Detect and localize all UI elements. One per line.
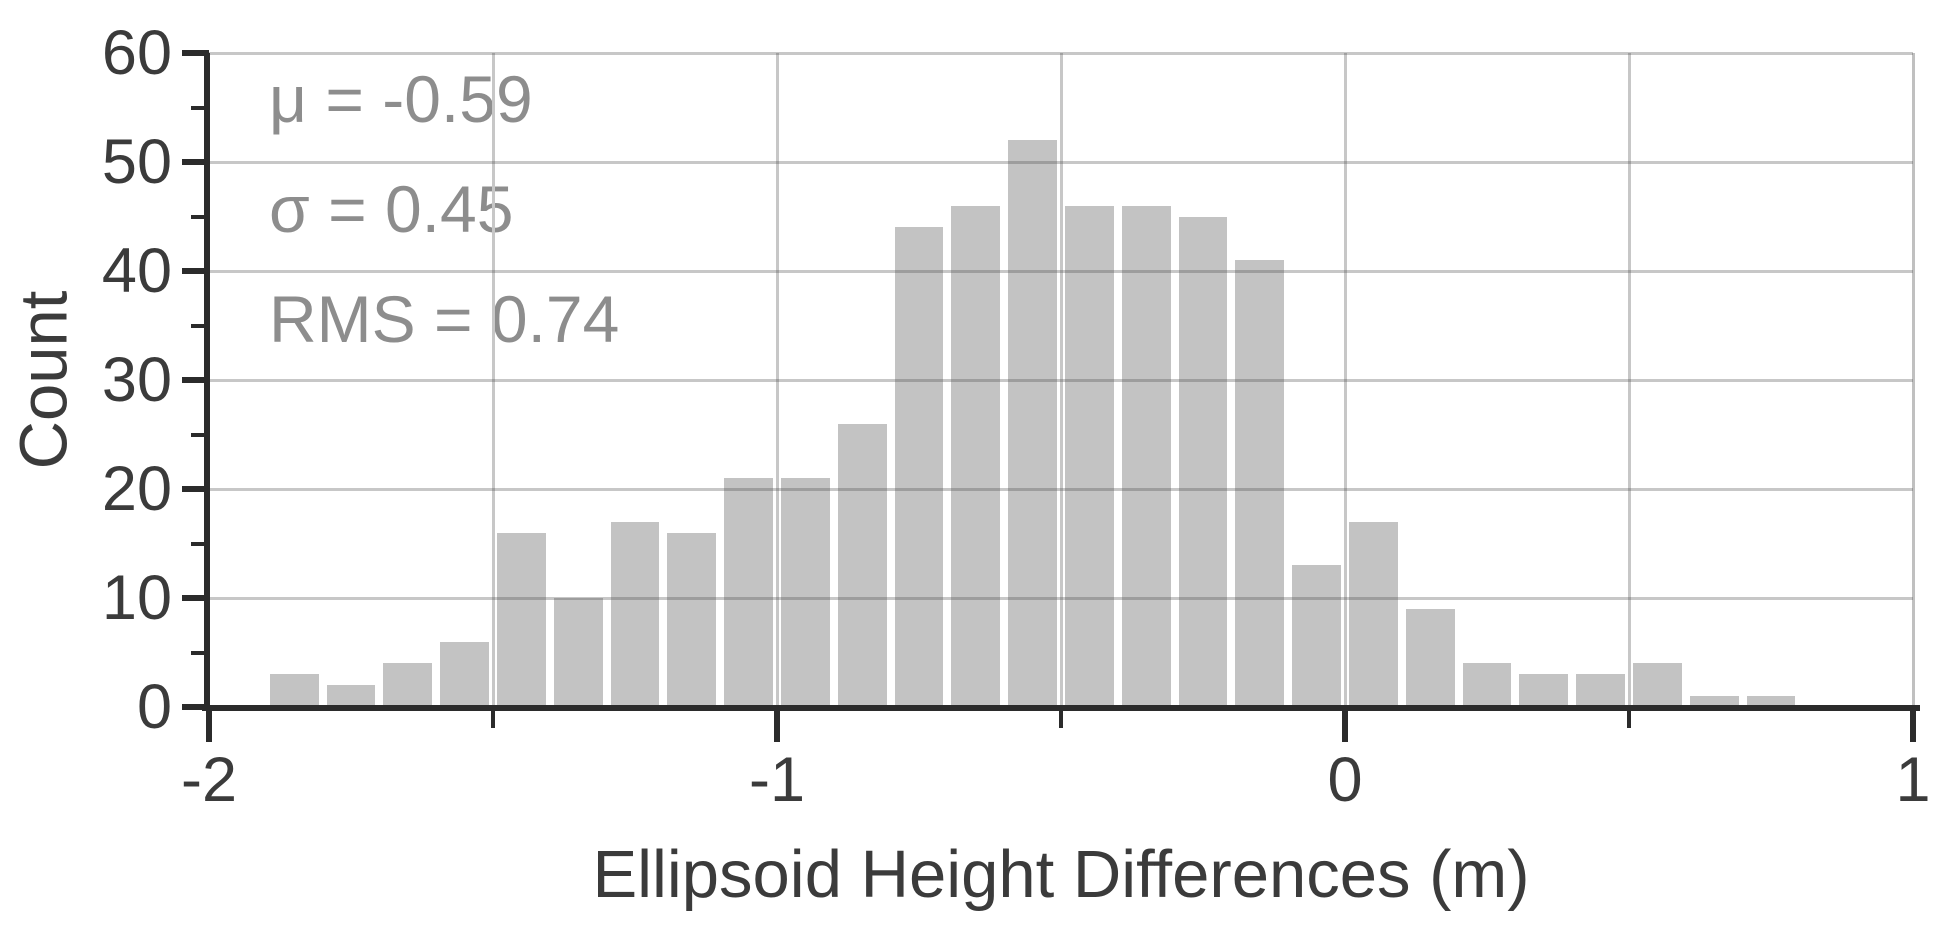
gridline-horizontal	[209, 487, 1913, 491]
y-tick-minor	[191, 214, 209, 219]
histogram-bar	[381, 663, 435, 707]
y-tick-label: 50	[101, 127, 172, 197]
y-tick-label: 60	[101, 18, 172, 88]
gridline-horizontal	[209, 378, 1913, 382]
histogram-bar	[665, 532, 719, 707]
x-tick-major	[1342, 711, 1348, 742]
histogram-bar	[608, 521, 662, 707]
gridline-horizontal	[209, 51, 1913, 55]
y-tick-minor	[191, 650, 209, 655]
histogram-bar	[1744, 696, 1798, 707]
histogram-bar	[324, 685, 378, 707]
y-tick-minor	[191, 323, 209, 328]
gridline-vertical	[491, 53, 495, 707]
y-tick-major	[182, 268, 209, 274]
x-tick-label: -1	[748, 745, 806, 815]
y-tick-major	[182, 486, 209, 492]
histogram-bar	[1006, 140, 1059, 707]
rms-annotation: RMS = 0.74	[269, 282, 620, 356]
y-tick-label: 0	[136, 672, 172, 742]
y-tick-major	[182, 595, 209, 601]
y-tick-minor	[191, 105, 209, 110]
gridline-horizontal	[209, 596, 1913, 600]
x-tick-label: -2	[180, 745, 238, 815]
sigma-annotation: σ = 0.45	[269, 172, 514, 246]
y-tick-label: 20	[101, 454, 172, 524]
histogram-bar	[1290, 565, 1343, 707]
histogram-bar	[779, 478, 832, 707]
gridline-vertical	[1343, 53, 1347, 707]
gridline-vertical	[1059, 53, 1063, 707]
y-tick-label: 10	[101, 563, 172, 633]
histogram-bar	[267, 674, 321, 707]
gridline-vertical	[1627, 53, 1631, 707]
histogram-bar	[1119, 205, 1173, 707]
y-tick-minor	[191, 541, 209, 546]
y-tick-label: 40	[101, 236, 172, 306]
histogram-bar	[892, 227, 946, 707]
histogram-bar	[835, 423, 889, 707]
x-tick-label: 1	[1895, 745, 1931, 815]
x-tick-minor	[1059, 711, 1063, 728]
stats-annotation: μ = -0.59 σ = 0.45 RMS = 0.74	[269, 44, 619, 374]
histogram-bar	[722, 478, 775, 707]
gridline-horizontal	[209, 160, 1913, 164]
y-tick-major	[182, 50, 209, 56]
y-tick-major	[182, 377, 209, 383]
histogram-bar	[551, 598, 605, 707]
histogram-bar	[1460, 663, 1514, 707]
plot-right-border	[1911, 53, 1915, 707]
y-tick-major	[182, 159, 209, 165]
gridline-horizontal	[209, 269, 1913, 273]
y-tick-label: 30	[101, 345, 172, 415]
histogram-bar	[1176, 216, 1230, 707]
histogram-bar	[1687, 696, 1741, 707]
y-tick-major	[182, 704, 209, 710]
x-tick-major	[206, 711, 212, 742]
histogram-bar	[438, 641, 491, 707]
x-tick-minor	[1627, 711, 1631, 728]
histogram-bar	[949, 205, 1003, 707]
x-tick-major	[774, 711, 780, 742]
x-axis-line	[202, 705, 1920, 711]
x-tick-label: 0	[1327, 745, 1363, 815]
histogram-bar	[1574, 674, 1627, 707]
gridline-vertical	[775, 53, 779, 707]
x-tick-major	[1910, 711, 1916, 742]
x-tick-minor	[491, 711, 495, 728]
histogram-bar	[1063, 205, 1116, 707]
histogram-bar	[1233, 260, 1287, 707]
histogram-bar	[1403, 608, 1457, 707]
histogram-bar	[1631, 663, 1684, 707]
histogram-bar	[495, 532, 548, 707]
y-tick-minor	[191, 432, 209, 437]
histogram-bar	[1517, 674, 1571, 707]
x-axis-title: Ellipsoid Height Differences (m)	[592, 837, 1530, 912]
mean-annotation: μ = -0.59	[269, 62, 533, 136]
histogram-bar	[1347, 521, 1400, 707]
